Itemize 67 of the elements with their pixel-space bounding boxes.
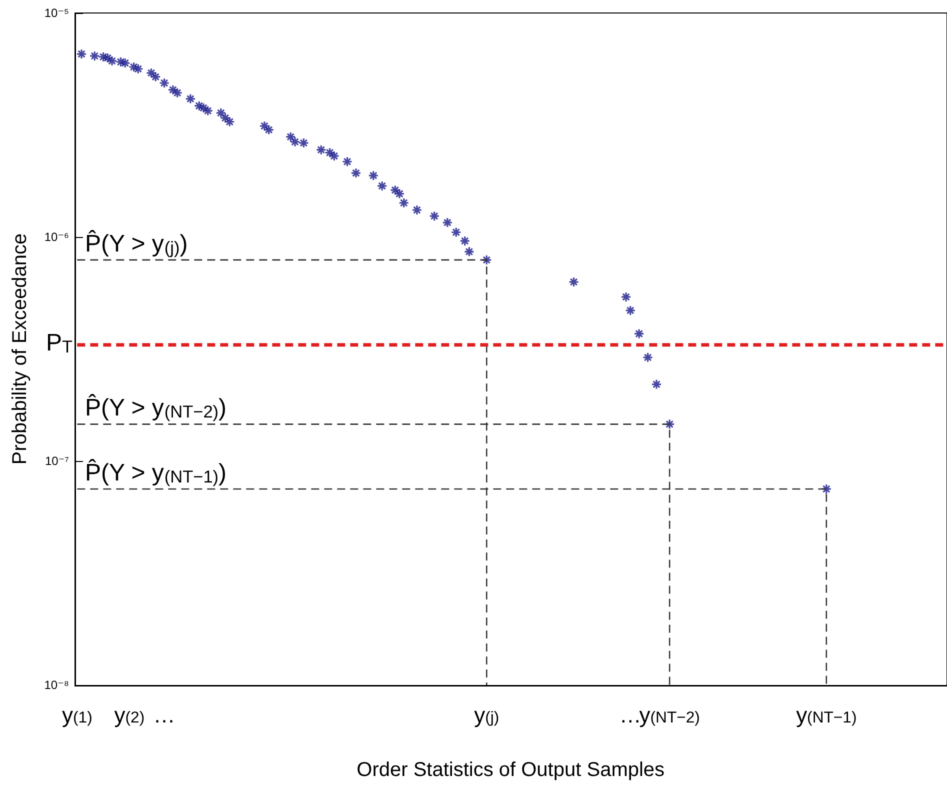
x-tick-label: y(j) bbox=[474, 702, 500, 728]
point bbox=[106, 56, 118, 66]
y-tick-label: 10⁻⁸ bbox=[44, 678, 69, 692]
point bbox=[464, 246, 475, 257]
point bbox=[390, 184, 400, 196]
annotation: P̂(Y > y(j)) bbox=[85, 229, 188, 258]
point bbox=[128, 62, 140, 72]
point bbox=[132, 64, 144, 74]
point bbox=[398, 198, 410, 208]
point bbox=[264, 124, 274, 136]
point bbox=[634, 328, 644, 340]
point bbox=[98, 52, 109, 62]
point bbox=[120, 58, 130, 68]
point bbox=[194, 100, 204, 112]
point bbox=[429, 210, 440, 222]
point bbox=[350, 168, 362, 178]
point bbox=[216, 108, 226, 118]
point bbox=[625, 305, 636, 316]
point bbox=[220, 112, 231, 124]
point bbox=[202, 105, 214, 116]
point bbox=[89, 50, 100, 62]
point bbox=[342, 156, 353, 167]
x-tick-label: y(1) bbox=[62, 702, 92, 728]
point bbox=[150, 72, 161, 82]
y-tick-label: 10⁻⁷ bbox=[44, 454, 69, 468]
x-tick-label: y(NT−2) bbox=[639, 702, 700, 728]
x-tick-label: y(2) bbox=[114, 702, 145, 728]
y-tick-label: 10⁻⁶ bbox=[44, 230, 70, 244]
point bbox=[198, 102, 209, 114]
point bbox=[620, 292, 632, 302]
point bbox=[76, 48, 87, 60]
point bbox=[450, 226, 462, 238]
point bbox=[285, 132, 296, 142]
point bbox=[224, 116, 235, 128]
point bbox=[460, 236, 470, 246]
x-axis-title: Order Statistics of Output Samples bbox=[356, 759, 665, 781]
point bbox=[394, 188, 405, 200]
point bbox=[316, 144, 326, 156]
point bbox=[102, 52, 113, 64]
point bbox=[651, 378, 662, 390]
point bbox=[376, 180, 388, 192]
ref-line-label: PT bbox=[46, 329, 74, 356]
point bbox=[185, 93, 196, 104]
point bbox=[172, 88, 183, 98]
point bbox=[324, 147, 336, 158]
point bbox=[568, 276, 580, 288]
x-tick-label: … bbox=[153, 702, 176, 728]
point bbox=[290, 136, 300, 148]
point bbox=[412, 204, 422, 216]
point bbox=[146, 68, 157, 78]
point bbox=[328, 150, 340, 162]
point bbox=[368, 170, 379, 181]
y-axis-title: Probability of Exceedance bbox=[9, 233, 31, 465]
point bbox=[158, 78, 170, 88]
annotation: P̂(Y > y(NT−2)) bbox=[85, 394, 227, 422]
point bbox=[481, 254, 492, 266]
x-tick-label: y(NT−1) bbox=[796, 702, 857, 728]
point bbox=[168, 84, 178, 96]
point bbox=[642, 352, 654, 363]
point bbox=[442, 217, 453, 228]
point bbox=[298, 138, 309, 148]
point bbox=[115, 56, 126, 68]
point bbox=[259, 120, 270, 132]
y-tick-label: 10⁻⁵ bbox=[44, 6, 70, 20]
point bbox=[664, 418, 675, 430]
point bbox=[821, 484, 832, 494]
annotation: P̂(Y > y(NT−1)) bbox=[85, 458, 227, 486]
